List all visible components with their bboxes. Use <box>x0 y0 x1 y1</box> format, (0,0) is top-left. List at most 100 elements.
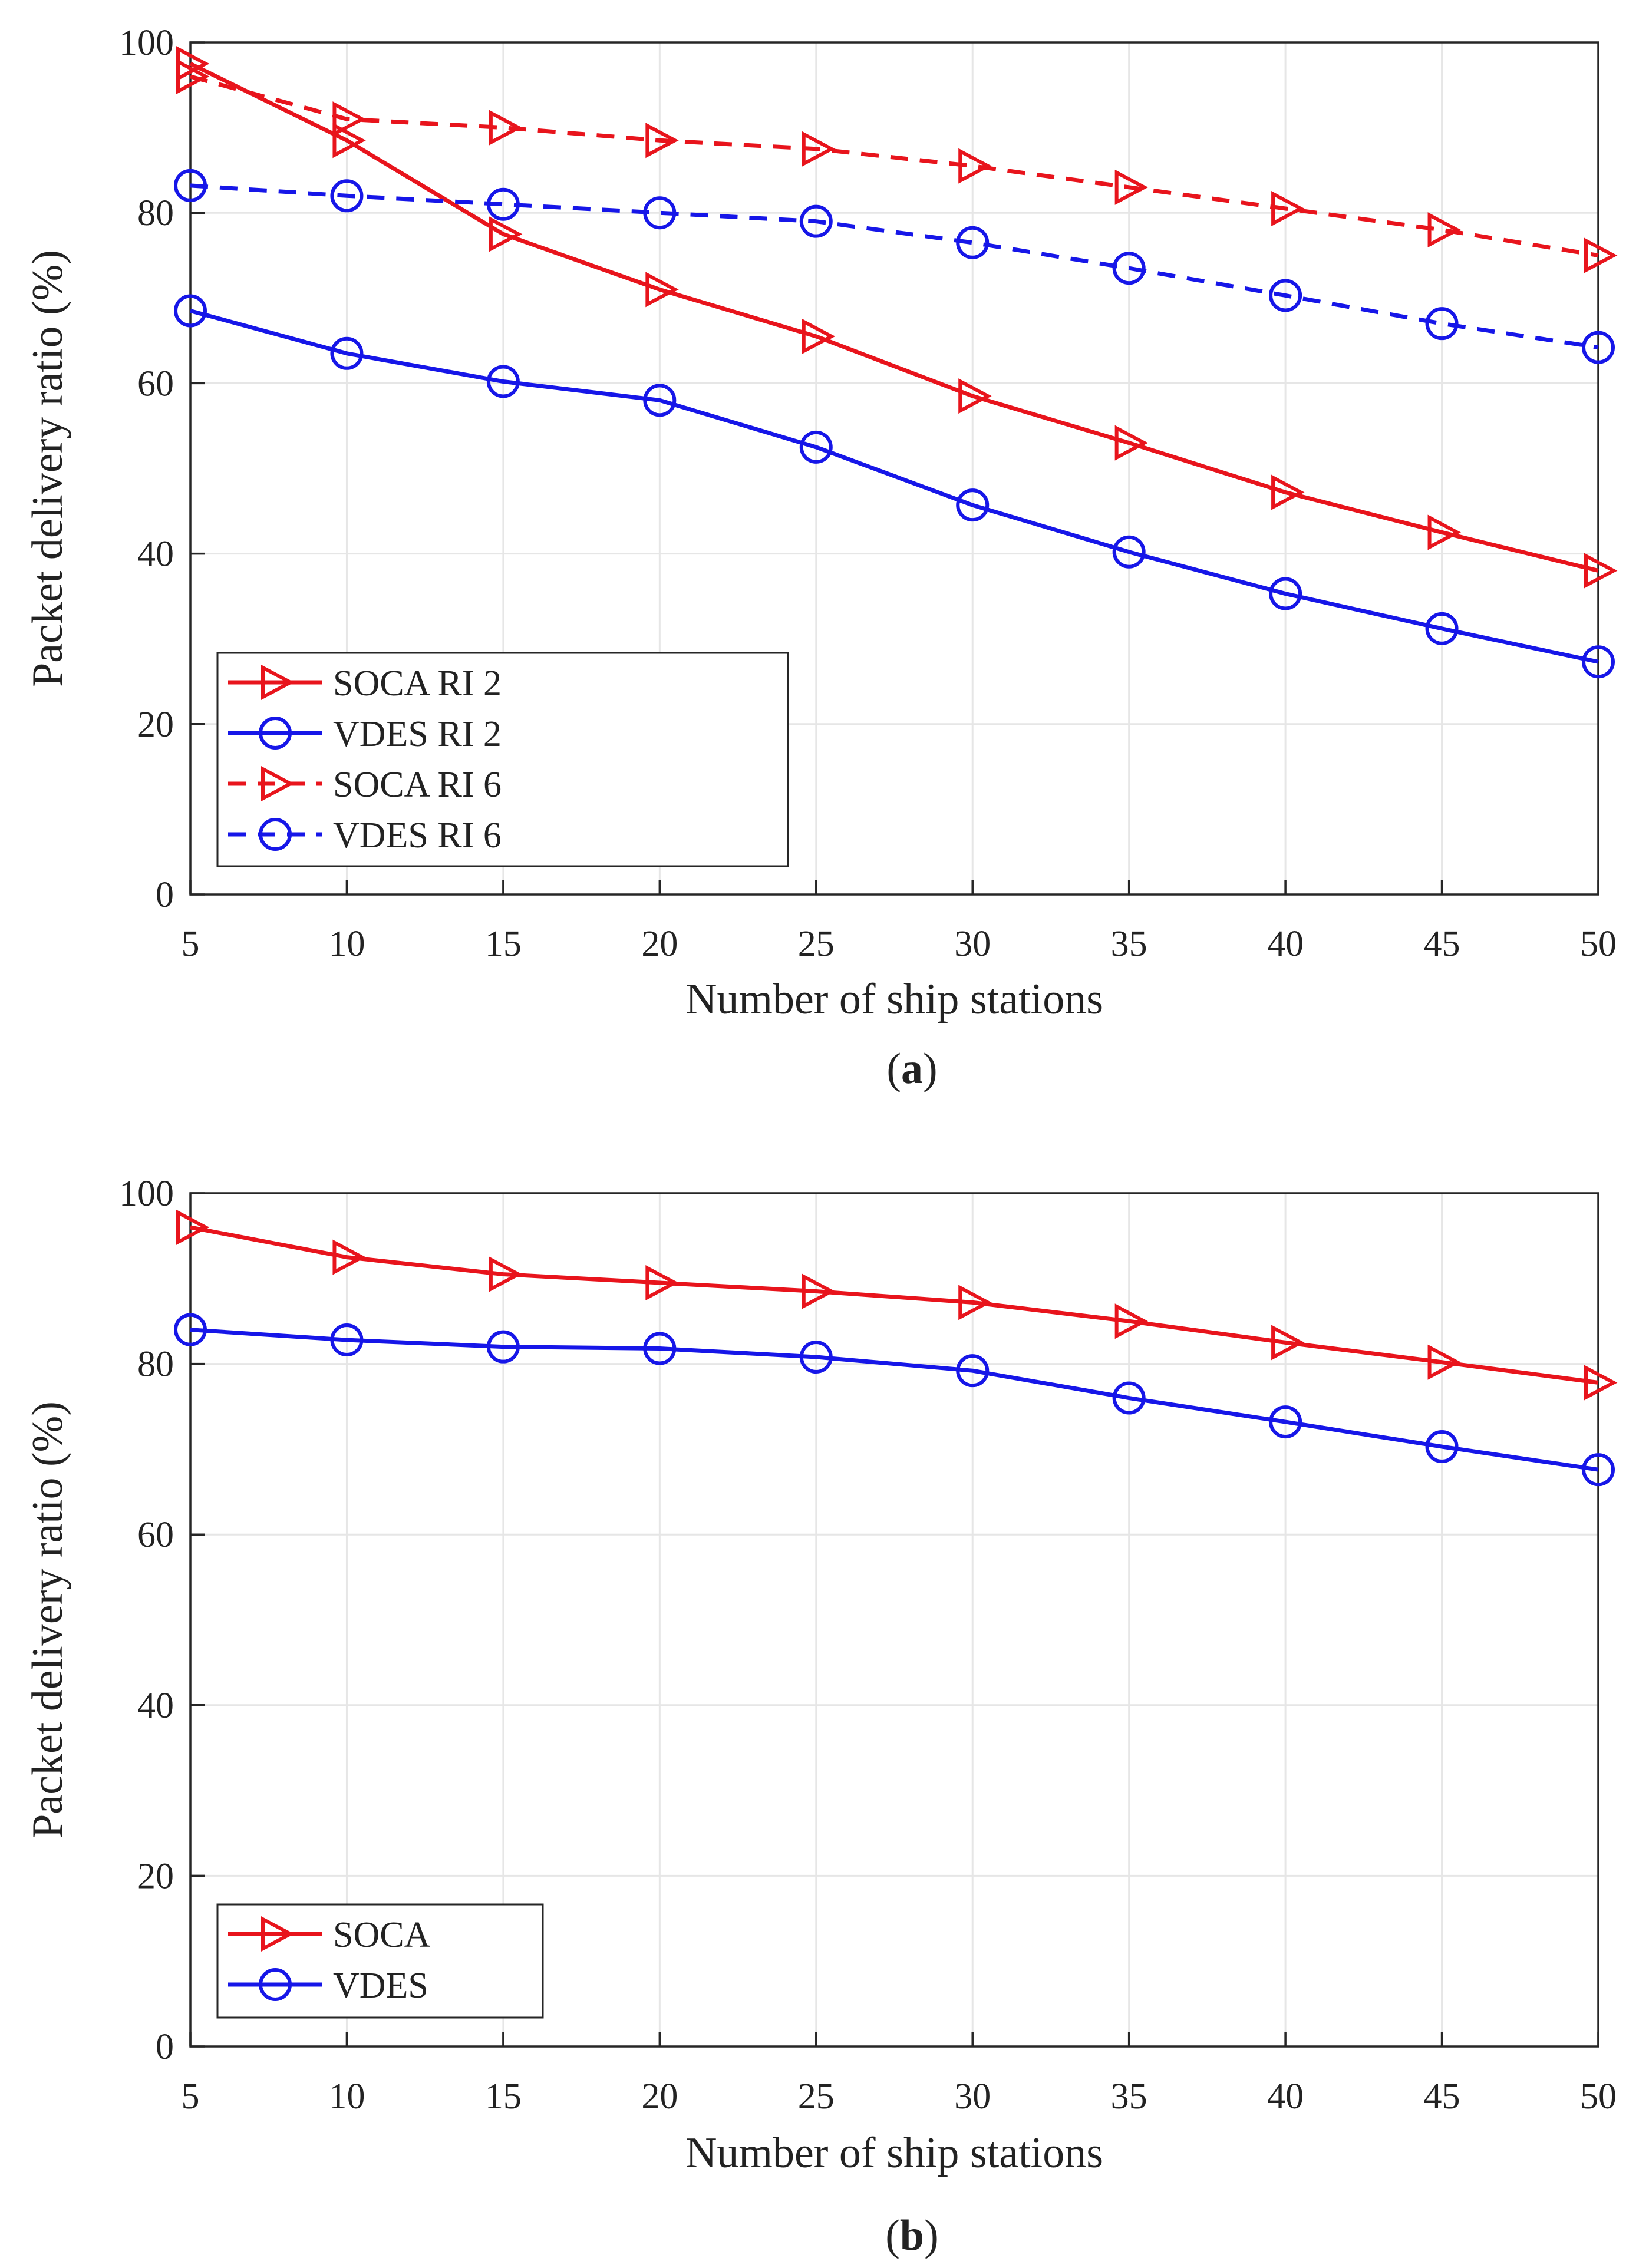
data-point <box>486 365 520 398</box>
legend-marker <box>261 766 295 801</box>
x-tick-label: 5 <box>182 2076 200 2117</box>
data-point <box>1584 553 1618 589</box>
data-point <box>645 1265 679 1301</box>
series-vdes-ri-6 <box>174 169 1615 364</box>
data-point <box>1427 212 1461 248</box>
x-tick-label: 10 <box>328 924 365 964</box>
x-tick-label: 35 <box>1111 924 1147 964</box>
data-point <box>1114 169 1149 205</box>
legend-marker <box>259 1968 292 2001</box>
data-point <box>489 1256 523 1292</box>
data-point <box>1112 535 1146 569</box>
data-point <box>1427 1344 1461 1380</box>
y-axis-label: Packet delivery ratio (%) <box>24 1401 72 1838</box>
legend-label: VDES RI 2 <box>333 714 502 754</box>
y-tick-label: 100 <box>119 23 174 63</box>
x-tick-label: 20 <box>641 2076 678 2117</box>
x-tick-label: 45 <box>1424 2076 1460 2117</box>
data-point <box>1584 1365 1618 1401</box>
y-tick-label: 40 <box>137 1686 174 1726</box>
data-point <box>799 204 833 238</box>
series-line <box>190 1225 1599 1385</box>
series-soca-ri-6 <box>176 58 1618 273</box>
data-point <box>802 318 836 354</box>
series-vdes <box>174 1313 1615 1487</box>
x-tick-label: 5 <box>182 924 200 964</box>
x-tick-label: 40 <box>1267 924 1304 964</box>
data-point <box>1269 577 1302 610</box>
y-tick-label: 0 <box>156 875 174 915</box>
data-point <box>332 1239 366 1275</box>
data-point <box>1114 1303 1149 1339</box>
x-tick-label: 10 <box>328 2076 365 2117</box>
data-point <box>643 384 677 417</box>
y-tick-label: 60 <box>137 364 174 404</box>
x-tick-label: 45 <box>1424 924 1460 964</box>
data-point <box>799 1341 833 1374</box>
panel-caption-letter: a <box>901 1045 923 1093</box>
data-point <box>489 216 523 252</box>
data-point <box>802 1273 836 1309</box>
data-point <box>1269 1405 1302 1439</box>
data-point <box>1425 612 1459 645</box>
x-tick-label: 25 <box>798 2076 835 2117</box>
legend-marker <box>261 1916 295 1952</box>
chart-panel-b: 5 10 15 20 25 30 35 40 45 50 0 20 40 60 80 100 Number of… <box>24 1174 1618 2260</box>
data-point <box>1427 514 1461 550</box>
y-tick-label: 80 <box>137 193 174 233</box>
x-axis-label: Number of ship stations <box>685 2129 1103 2177</box>
data-point <box>176 1209 210 1245</box>
legend: SOCA RI 2 VDES RI 2 SOCA RI 6 VDES RI 6 <box>216 652 789 867</box>
x-axis-label: Number of ship stations <box>685 975 1103 1024</box>
panel-caption-letter: b <box>900 2211 924 2260</box>
series-line <box>190 183 1599 350</box>
y-tick-label: 80 <box>137 1345 174 1385</box>
data-point <box>1271 1325 1305 1361</box>
data-point <box>174 169 207 202</box>
series-line <box>189 62 1599 573</box>
x-tick-label: 20 <box>641 924 678 964</box>
data-point <box>1582 645 1615 679</box>
data-point <box>1425 1430 1459 1464</box>
panel-caption: (b) <box>885 2211 938 2260</box>
legend-marker <box>259 717 292 750</box>
data-point <box>486 1330 520 1364</box>
x-tick-label: 50 <box>1580 924 1617 964</box>
y-tick-label: 20 <box>137 1856 174 1896</box>
series-line <box>190 74 1599 257</box>
chart-panel-a: 5 10 15 20 25 30 35 40 45 50 0 20 40 60 80 100 Number of… <box>24 23 1618 1093</box>
data-point <box>1112 1381 1146 1415</box>
legend: SOCA VDES <box>216 1903 544 2019</box>
data-point <box>332 123 366 159</box>
data-point <box>1271 190 1305 226</box>
data-point <box>645 123 679 159</box>
x-tick-label: 25 <box>798 924 835 964</box>
x-tick-label: 30 <box>954 924 991 964</box>
panel-caption: (a) <box>886 1045 937 1093</box>
legend-label: SOCA RI 2 <box>333 663 502 704</box>
series-soca-ri-2 <box>176 46 1618 589</box>
series-line <box>190 309 1599 664</box>
y-tick-label: 0 <box>156 2027 174 2067</box>
legend-label: SOCA <box>333 1915 431 1955</box>
axes-box <box>189 1192 1599 2048</box>
data-point <box>1112 252 1146 285</box>
data-point <box>643 196 677 230</box>
data-point <box>956 1354 990 1388</box>
data-point <box>330 1323 364 1357</box>
data-point <box>174 294 207 328</box>
x-tick-label: 15 <box>485 2076 522 2117</box>
series-line <box>190 1328 1599 1472</box>
data-point <box>1425 307 1459 341</box>
y-tick-label: 100 <box>119 1174 174 1214</box>
data-point <box>802 131 836 167</box>
series-soca <box>176 1209 1618 1401</box>
data-point <box>645 272 679 308</box>
legend-marker <box>261 665 295 700</box>
data-point <box>1584 237 1618 273</box>
data-point <box>330 336 364 370</box>
data-point <box>956 226 990 259</box>
y-axis-label: Packet delivery ratio (%) <box>24 250 72 687</box>
legend-box <box>216 652 789 867</box>
